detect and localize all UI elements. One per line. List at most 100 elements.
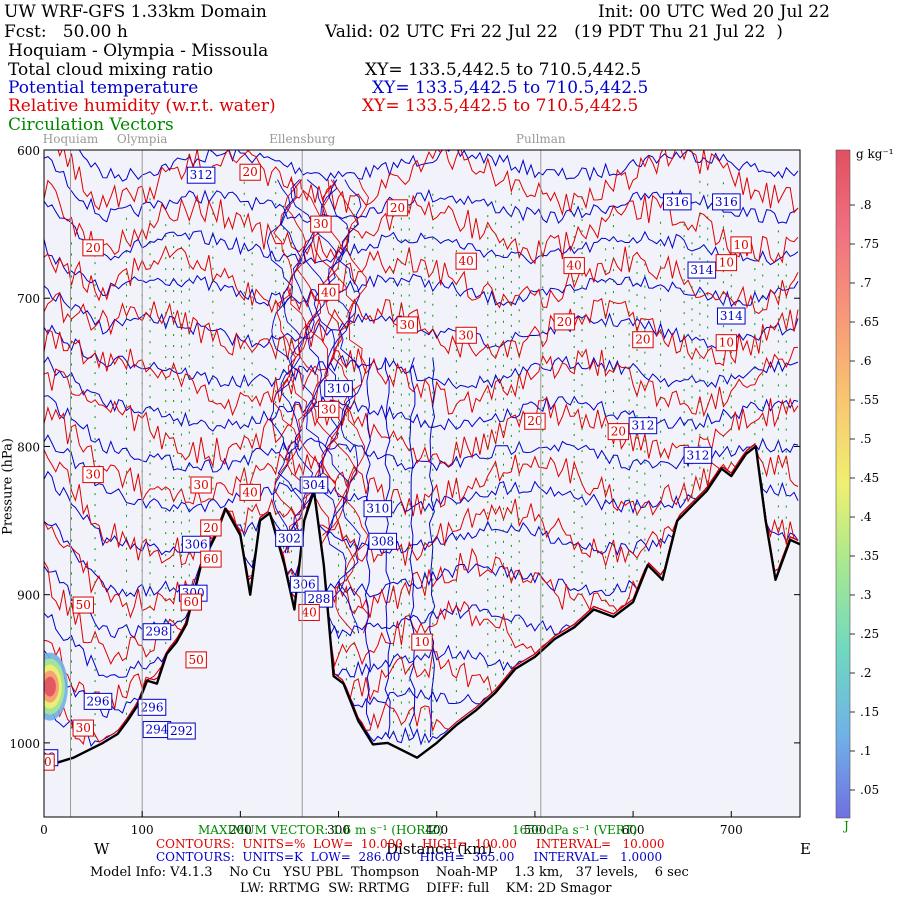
colorbar-bottom-mark: J [842, 819, 849, 833]
max-vector-horiz: MAXIMUM VECTOR: 1.6 m s⁻¹ (HORIZ) [198, 823, 444, 837]
colorbar-tick-label: .55 [860, 393, 879, 407]
theta-label-box [324, 380, 353, 398]
x-axis-title: Distance (km) [386, 840, 493, 858]
rh-label: 20 [557, 315, 572, 329]
rh-label-box [318, 283, 340, 301]
colorbar-tick-label: .5 [860, 432, 871, 446]
terrain-layer [44, 445, 800, 767]
theta-label: 314 [690, 263, 713, 277]
valid-time: Valid: 02 UTC Fri 22 Jul 22 (19 PDT Thu … [325, 22, 783, 42]
rh-label-box [200, 550, 222, 568]
wave-contour [337, 179, 363, 634]
colorbar-tick-label: .25 [860, 627, 879, 641]
y-tick-label: 800 [17, 440, 40, 454]
theta-label: 312 [686, 448, 709, 462]
theta-label: 314 [720, 309, 743, 323]
rh-label-box [563, 257, 585, 275]
plot-frame [43, 149, 801, 818]
wave-contour [330, 179, 359, 634]
theta-contour [409, 357, 416, 738]
y-tick-label: 1000 [9, 737, 40, 751]
theta-contour [44, 324, 799, 390]
place-markers: Hoquiam Olympia Ellensburg Pullman [43, 132, 566, 817]
theta-contour [44, 395, 799, 473]
colorbar-tick-label: .1 [860, 744, 871, 758]
theta-label-box [683, 446, 713, 464]
colorbar-tick-label: .2 [860, 666, 871, 680]
theta-label: 292 [170, 724, 193, 738]
theta-label-box [142, 623, 172, 641]
theta-label: 294 [145, 723, 168, 737]
rh-label: 20 [243, 165, 258, 179]
colorbar-tick-label: .7 [860, 276, 871, 290]
theta-label-box [687, 261, 717, 279]
theta-label: 306 [293, 577, 316, 591]
rh-label-box [239, 163, 261, 181]
rh-label: 10 [719, 256, 734, 270]
rh-label-box [553, 313, 576, 331]
x-tick-label: 200 [229, 823, 252, 837]
rh-label-box [632, 331, 654, 349]
init-time: Init: 00 UTC Wed 20 Jul 22 [598, 2, 830, 22]
theta-label: 304 [303, 478, 326, 492]
rh-label: 20 [527, 414, 542, 428]
theta-contour [44, 434, 799, 515]
colorbar-tick-label: .6 [860, 354, 871, 368]
rh-label: 10 [733, 238, 748, 252]
rh-label: 30 [313, 217, 328, 231]
rh-label: 20 [203, 521, 218, 535]
theta-label-box [289, 575, 319, 593]
rh-label-box [318, 400, 340, 418]
theta-label: 308 [371, 534, 394, 548]
theta-label-box [137, 698, 167, 716]
legend-cloud-label: Total cloud mixing ratio [8, 60, 214, 80]
legend-theta-label: Potential temperature [8, 78, 199, 98]
rh-label-box [180, 593, 202, 611]
wave-contour [343, 179, 370, 634]
rh-label-box [396, 316, 418, 334]
x-tick-label: 600 [622, 823, 645, 837]
contour-layer [44, 150, 799, 747]
rh-label: 30 [459, 328, 474, 342]
place-label: Pullman [516, 132, 566, 146]
rh-contour [44, 406, 799, 517]
rh-label: 40 [243, 485, 258, 499]
rh-label-box [82, 239, 104, 257]
rh-label: 20 [611, 425, 626, 439]
max-vector-vert: 1650 dPa s⁻¹ (VERT) [512, 823, 638, 837]
rh-contour [44, 292, 799, 367]
colorbar-gradient [835, 149, 851, 819]
rh-label: 20 [36, 755, 51, 769]
colorbar-tick-label: .8 [860, 198, 871, 212]
rh-contour [57, 150, 799, 217]
y-tick-label: 700 [17, 292, 40, 306]
x-tick-label: 500 [523, 823, 546, 837]
colorbar-tick-label: .3 [860, 588, 871, 602]
rh-label-box [607, 423, 630, 441]
rh-label: 30 [76, 721, 91, 735]
theta-label: 302 [278, 531, 301, 545]
rh-contour [44, 368, 799, 469]
rh-label: 30 [193, 478, 208, 492]
theta-label: 288 [307, 592, 330, 606]
theta-label: 306 [185, 537, 208, 551]
place-label: Hoquiam [43, 132, 99, 146]
rh-label: 40 [301, 605, 316, 619]
rh-label-box [82, 466, 104, 484]
theta-label: 298 [145, 625, 168, 639]
rh-label-box [730, 236, 752, 254]
wave-contour [324, 179, 351, 634]
model-info: Model Info: V4.1.3 No Cu YSU PBL Thompso… [90, 865, 689, 880]
rh-label-box [455, 326, 477, 344]
rh-label: 60 [184, 595, 199, 609]
x-tick-label: 0 [40, 823, 48, 837]
rh-label: 20 [390, 201, 405, 215]
terrain-line [44, 445, 800, 767]
theta-label-box [181, 535, 211, 553]
rh-label: 40 [321, 285, 336, 299]
plot-background [44, 150, 800, 817]
rh-label-box [72, 596, 94, 614]
colorbar-tick-label: .45 [860, 471, 879, 485]
